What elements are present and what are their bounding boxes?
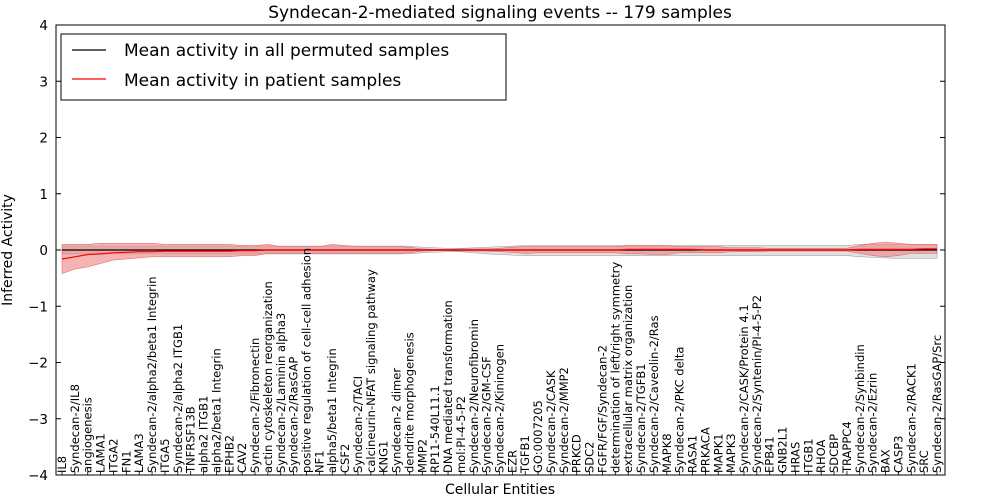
x-category-label: LAMA3 <box>132 433 146 473</box>
x-category-label: GO:0007205 <box>531 400 545 473</box>
x-category-label: FGFR/FGF/Syndecan-2 <box>595 345 609 473</box>
x-category-label: GNB2L1 <box>776 427 790 473</box>
x-category-label: Syndecan-2/TGFB1 <box>634 363 648 473</box>
x-category-label: Syndecan-2 dimer <box>390 368 404 473</box>
confidence-bands <box>61 241 938 274</box>
legend-label-permuted: Mean activity in all permuted samples <box>124 41 449 61</box>
x-category-label: TGFB1 <box>518 435 532 474</box>
x-category-labels: IL8Syndecan-2/IL8angiogenesisLAMA1ITGA2F… <box>55 248 944 475</box>
x-category-label: MAPK3 <box>724 433 738 473</box>
x-category-label: Syndecan-2/Fibronectin <box>248 338 262 473</box>
x-category-label: Syndecan-2/Synbindin <box>853 344 867 473</box>
x-category-label: angiogenesis <box>81 397 95 473</box>
x-category-label: positive regulation of cell-cell adhesio… <box>300 248 314 473</box>
y-tick-label: 0 <box>39 243 48 259</box>
x-category-label: TNFRSF13B <box>184 406 198 474</box>
patient-mean-line <box>61 248 937 260</box>
y-tick-label: 2 <box>39 131 48 147</box>
x-category-label: PRKCD <box>570 434 584 473</box>
x-category-label: EPB41 <box>763 436 777 473</box>
x-category-label: Syndecan-2/Syntenin/PI-4-5-P2 <box>750 295 764 473</box>
y-tick-label: −2 <box>28 356 48 372</box>
x-category-label: alpha2 ITGB1 <box>197 396 211 473</box>
x-category-label: Syndecan-2/Ezrin <box>866 373 880 473</box>
x-category-label: SDCBP <box>827 434 841 473</box>
x-category-label: Syndecan-2/IL8 <box>68 384 82 473</box>
x-category-label: Syndecan-2/GM-CSF <box>480 356 494 473</box>
y-tick-label: −1 <box>28 299 48 315</box>
x-category-label: EPHB2 <box>222 435 236 473</box>
x-category-label: Syndecan-2/RACK1 <box>904 363 918 473</box>
x-category-label: ITGB1 <box>801 438 815 473</box>
legend: Mean activity in all permuted samples Me… <box>60 33 507 101</box>
x-category-label: alpha2/beta1 Integrin <box>209 348 223 473</box>
x-category-label: TRAPPC4 <box>840 421 854 474</box>
x-category-label: actin cytoskeleton reorganization <box>261 281 275 473</box>
x-category-label: Syndecan-2/Laminin alpha3 <box>274 313 288 473</box>
x-category-label: Syndecan-2/MMP2 <box>557 367 571 473</box>
plot-frame <box>55 24 946 476</box>
x-category-label: PRKACA <box>698 427 712 473</box>
legend-label-patient: Mean activity in patient samples <box>124 71 401 91</box>
x-category-label: Syndecan-2/PKC delta <box>673 347 687 473</box>
x-category-label: CAV2 <box>235 443 249 473</box>
x-category-label: NF1 <box>312 450 326 473</box>
x-category-label: Syndecan-2/Kininogen <box>493 344 507 473</box>
x-category-label: Syndecan-2/Caveolin-2/Ras <box>647 315 661 473</box>
x-category-label: calcineurin-NFAT signaling pathway <box>364 269 378 473</box>
y-axis-ticks: 4 3 2 1 0 −1 −2 −3 −4 <box>28 18 945 484</box>
series-lines <box>61 248 937 260</box>
y-tick-label: −3 <box>28 412 48 428</box>
x-category-label: SRC <box>917 450 931 473</box>
x-category-label: IL8 <box>55 456 69 473</box>
y-tick-label: 3 <box>39 74 48 90</box>
x-category-label: Syndecan-2/alpha2/beta1 Integrin <box>145 276 159 473</box>
x-category-label: Syndecan-2/alpha2 ITGB1 <box>171 324 185 473</box>
y-tick-label: 4 <box>39 18 48 34</box>
x-category-label: dendrite morphogenesis <box>402 332 416 473</box>
x-category-label: Syndecan-2/Neurofibromin <box>467 319 481 473</box>
x-category-label: MAPK1 <box>711 433 725 473</box>
x-axis-title: Cellular Entities <box>445 482 555 498</box>
x-category-label: CSF2 <box>338 444 352 473</box>
x-category-label: extracellular matrix organization <box>621 285 635 473</box>
x-category-label: ITGA2 <box>107 438 121 473</box>
x-category-label: RHOA <box>814 440 828 473</box>
x-category-label: alpha5/beta1 Integrin <box>325 348 339 473</box>
x-category-label: Syndecan-2/CASK <box>544 370 558 473</box>
x-category-label: RP11-540L11.1 <box>428 385 442 473</box>
x-category-label: Syndecan-2/TACI <box>351 376 365 473</box>
y-tick-label: −4 <box>28 468 48 484</box>
x-category-label: determination of left/right symmetry <box>608 262 622 473</box>
x-category-label: BAX <box>879 449 893 473</box>
x-category-label: CASP3 <box>891 436 905 473</box>
x-category-label: DNA mediated transformation <box>441 300 455 473</box>
y-axis-title: Inferred Activity <box>0 194 16 306</box>
x-category-label: HRAS <box>789 442 803 473</box>
legend-box <box>60 33 507 101</box>
x-category-label: Syndecan-2/RasGAP/Src <box>930 335 944 473</box>
x-category-label: EZR <box>505 450 519 473</box>
x-category-label: Syndecan-2/RasGAP <box>287 357 301 473</box>
x-category-label: LAMA1 <box>94 433 108 473</box>
x-category-label: MMP2 <box>415 439 429 473</box>
x-category-label: Syndecan-2/CASK/Protein 4.1 <box>737 304 751 473</box>
x-category-label: ITGA5 <box>158 438 172 473</box>
x-category-label: SDC2 <box>583 441 597 473</box>
x-category-label: RASA1 <box>686 435 700 473</box>
x-category-label: KNG1 <box>377 441 391 473</box>
x-category-label: MAPK8 <box>660 433 674 473</box>
x-category-label: FN1 <box>119 450 133 473</box>
y-tick-label: 1 <box>39 187 48 203</box>
x-category-label: mol:PI-4-5-P2 <box>454 396 468 473</box>
chart-title: Syndecan-2-mediated signaling events -- … <box>268 3 732 23</box>
